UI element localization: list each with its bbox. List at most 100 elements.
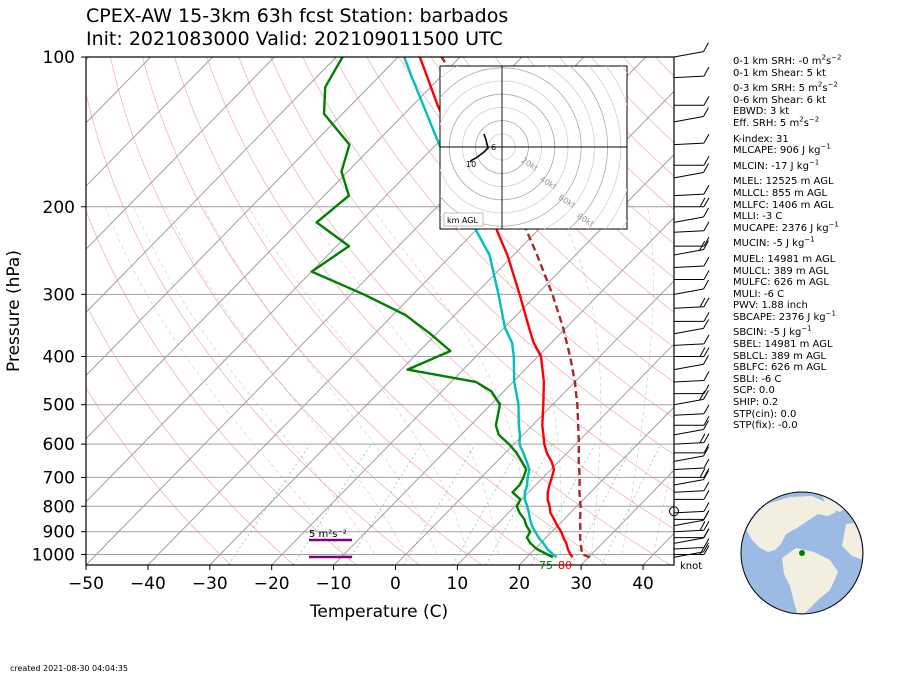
barb-shaft <box>673 467 704 471</box>
mixing-ratio-line <box>530 443 596 565</box>
barb-shaft <box>673 490 704 493</box>
isotherm <box>86 57 213 187</box>
wind-barb <box>674 155 710 166</box>
wind-barb <box>674 490 710 500</box>
created-timestamp: created 2021-08-30 04:04:35 <box>10 664 128 673</box>
y-axis-label: Pressure (hPa) <box>4 250 24 372</box>
isotherm <box>86 57 461 440</box>
wind-barb <box>673 240 709 256</box>
barb-flag <box>703 107 709 117</box>
barb-shaft <box>673 265 704 269</box>
x-tick-label: 10 <box>447 574 469 594</box>
barb-shaft <box>673 193 704 197</box>
barb-flag <box>703 256 710 267</box>
y-tick-label: 200 <box>43 198 75 218</box>
barb-flag <box>703 490 710 500</box>
barb-shaft <box>673 519 704 527</box>
barb-flag <box>703 481 710 492</box>
wind-barbs <box>669 42 710 558</box>
parameter-item: 0-6 km Shear: 6 kt <box>733 94 826 106</box>
x-axis-label: Temperature (C) <box>309 602 448 622</box>
hodograph-trace <box>469 133 489 163</box>
barb-flag <box>699 197 706 207</box>
moist-adiabat <box>555 206 602 555</box>
parameter-item: MULFC: 626 m AGL <box>733 277 829 289</box>
dry-adiabat <box>86 210 357 565</box>
barb-flag <box>703 420 709 430</box>
wind-barb <box>673 502 710 514</box>
dry-adiabat <box>430 57 674 313</box>
srh-label: 5 m²s⁻² <box>309 529 347 540</box>
x-tick-label: −20 <box>254 574 290 594</box>
barb-shaft <box>673 429 704 436</box>
wind-barb <box>673 420 709 436</box>
barb-flag <box>703 458 710 469</box>
dry-adiabat <box>174 57 608 565</box>
moist-adiabat <box>165 206 407 555</box>
wind-barb <box>674 468 710 478</box>
wind-barb <box>674 270 710 280</box>
y-tick-label: 400 <box>43 348 75 368</box>
barb-flag <box>703 433 710 443</box>
barb-shaft <box>673 142 704 146</box>
barb-flag <box>703 155 710 166</box>
wind-barb <box>673 297 710 309</box>
barb-flag <box>699 521 706 531</box>
parameter-list: 0-1 km SRH: -0 m2s−2 0-1 km Shear: 5 kt 0-… <box>733 53 842 432</box>
barb-flag <box>703 446 709 457</box>
dry-adiabat <box>86 303 294 565</box>
barb-flag <box>703 470 709 480</box>
dry-adiabat <box>86 387 232 565</box>
wind-barb <box>673 133 710 146</box>
mixing-ratio-line <box>601 443 662 565</box>
barb-flag <box>699 297 706 308</box>
parameter-item: STP(fix): -0.0 <box>733 420 798 432</box>
barb-flag <box>703 297 710 308</box>
wind-barb <box>673 256 710 269</box>
x-tick-label: −40 <box>130 574 166 594</box>
dry-adiabat <box>270 57 674 492</box>
wind-barb <box>674 416 710 426</box>
parameter-item: SCP: 0.0 <box>733 385 775 397</box>
wind-barb <box>673 42 709 58</box>
parameter-item: MUCIN: -5 J kg−1 <box>733 235 815 250</box>
hodograph-height-label: 6 <box>491 143 496 152</box>
y-tick-label: 1000 <box>32 545 75 565</box>
barb-flag <box>703 236 710 247</box>
barb-shaft <box>673 442 704 445</box>
isotherm <box>86 57 399 377</box>
barb-shaft <box>673 343 704 346</box>
station-marker <box>799 550 805 556</box>
dry-adiabat <box>334 57 674 419</box>
dry-adiabat <box>86 91 420 565</box>
barb-shaft <box>673 537 704 544</box>
barb-shaft <box>673 172 704 179</box>
dry-adiabat <box>398 57 674 348</box>
x-tick-label: 30 <box>570 574 592 594</box>
parameter-item: Eff. SRH: 5 m2s−2 <box>733 115 820 129</box>
parameter-item: SBEL: 14981 m AGL <box>733 339 833 351</box>
barb-flag <box>703 468 710 478</box>
isotherm <box>395 280 674 565</box>
barb-flag <box>699 545 706 555</box>
barb-flag <box>703 163 709 173</box>
barb-shaft <box>673 327 704 335</box>
x-tick-label: −30 <box>192 574 228 594</box>
chart-subtitle: Init: 2021083000 Valid: 202109011500 UTC <box>86 28 503 50</box>
wind-barb <box>674 197 710 208</box>
parameter-item: MLCAPE: 906 J kg−1 <box>733 142 831 157</box>
parameter-item: MLCIN: -17 J kg−1 <box>733 158 820 172</box>
barb-shaft <box>673 398 704 406</box>
wind-barb <box>673 354 709 371</box>
parameter-item: MLLI: -3 C <box>733 211 783 223</box>
chart-axes: −50 −40 −30 −20 −10 0 10 20 30 40 100 200 300 400 500 6… <box>4 48 702 622</box>
barb-flag <box>703 510 709 521</box>
barb-flag <box>703 520 710 531</box>
hodograph-frame <box>439 65 628 230</box>
wind-barb <box>673 542 709 558</box>
wind-barb <box>673 163 709 179</box>
barb-flag <box>699 347 706 357</box>
parameter-item: 0-1 km SRH: -0 m2s−2 <box>733 53 842 67</box>
barb-flag <box>703 66 710 77</box>
wind-barb <box>673 107 709 123</box>
